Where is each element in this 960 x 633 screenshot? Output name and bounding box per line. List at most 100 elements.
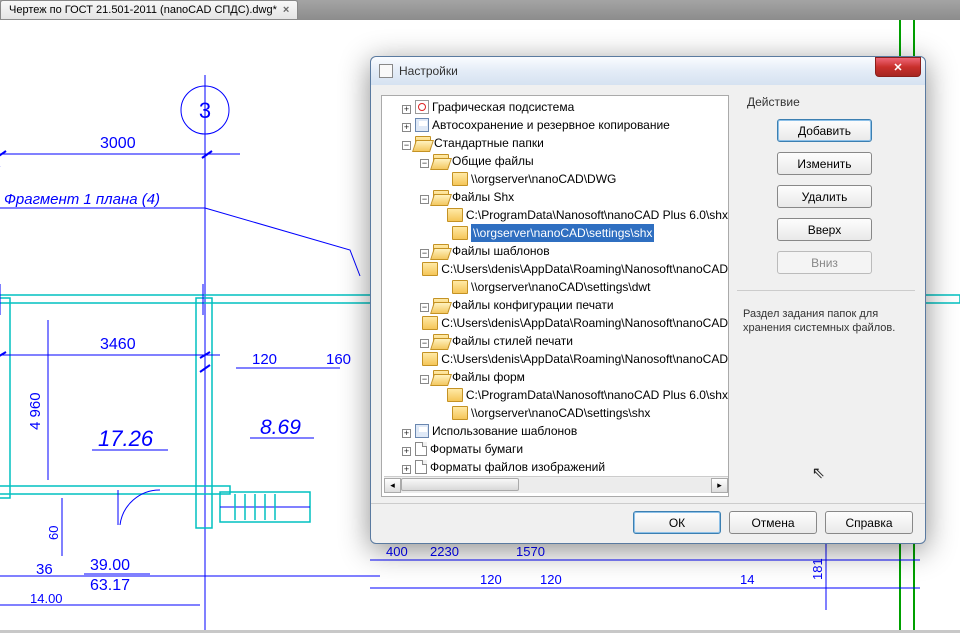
dim-14: 14: [740, 572, 754, 587]
tree-node-usetpl[interactable]: + Использование шаблонов: [384, 422, 728, 440]
axis-label-3: 3: [199, 98, 211, 123]
disk-icon: [415, 118, 429, 132]
dim-36: 36: [36, 561, 53, 578]
scrollbar-track[interactable]: [401, 478, 711, 493]
close-tab-icon[interactable]: ×: [283, 4, 289, 16]
dialog-body: + Графическая подсистема + Автосохранени…: [371, 85, 925, 503]
dialog-titlebar[interactable]: Настройки ✕: [371, 57, 925, 85]
page-icon: [415, 460, 427, 474]
scroll-right-icon[interactable]: ▸: [711, 478, 728, 493]
folder-open-icon: [433, 370, 449, 384]
folder-open-icon: [415, 136, 431, 150]
expand-icon[interactable]: +: [402, 123, 411, 132]
tree-path[interactable]: C:\ProgramData\Nanosoft\nanoCAD Plus 6.0…: [384, 386, 728, 404]
cancel-button[interactable]: Отмена: [729, 511, 817, 534]
tree-node-pcfg[interactable]: − Файлы конфигурации печати: [384, 296, 728, 314]
dim-14-00: 14.00: [30, 591, 63, 606]
folder-open-icon: [433, 334, 449, 348]
dialog-title: Настройки: [399, 64, 875, 78]
divider: [737, 290, 915, 291]
folder-open-icon: [433, 154, 449, 168]
tree-node-pstyle[interactable]: − Файлы стилей печати: [384, 332, 728, 350]
expand-icon[interactable]: +: [402, 447, 411, 456]
tree-path[interactable]: \\orgserver\nanoCAD\settings\shx: [384, 404, 728, 422]
disk-icon: [415, 424, 429, 438]
collapse-icon[interactable]: −: [420, 303, 429, 312]
folder-open-icon: [433, 298, 449, 312]
settings-tree[interactable]: + Графическая подсистема + Автосохранени…: [384, 98, 728, 476]
dim-181: 181: [810, 558, 825, 580]
settings-dialog: Настройки ✕ + Графическая подсистема + А…: [370, 56, 926, 544]
tree-node-imgfmt[interactable]: + Форматы файлов изображений: [384, 458, 728, 476]
dim-2230: 2230: [430, 544, 459, 559]
dim-1570: 1570: [516, 544, 545, 559]
collapse-icon[interactable]: −: [402, 141, 411, 150]
collapse-icon[interactable]: −: [420, 375, 429, 384]
settings-tree-panel[interactable]: + Графическая подсистема + Автосохранени…: [381, 95, 729, 497]
document-tab[interactable]: Чертеж по ГОСТ 21.501-2011 (nanoCAD СПДС…: [0, 0, 298, 19]
dim-160: 160: [326, 351, 351, 368]
dim-400: 400: [386, 544, 408, 559]
tree-node-forms[interactable]: − Файлы форм: [384, 368, 728, 386]
frac-bot: 63.17: [90, 577, 130, 594]
fragment-label: Фрагмент 1 плана (4): [4, 191, 160, 208]
scrollbar-thumb[interactable]: [401, 478, 519, 491]
folder-icon: [452, 406, 468, 420]
folder-icon: [452, 280, 468, 294]
document-tab-bar: Чертеж по ГОСТ 21.501-2011 (nanoCAD СПДС…: [0, 0, 960, 20]
delete-button[interactable]: Удалить: [777, 185, 872, 208]
tree-path[interactable]: C:\Users\denis\AppData\Roaming\Nanosoft\…: [384, 314, 728, 332]
tree-node-autosave[interactable]: + Автосохранение и резервное копирование: [384, 116, 728, 134]
add-button[interactable]: Добавить: [777, 119, 872, 142]
expand-icon[interactable]: +: [402, 465, 411, 474]
tabbar-background: [298, 0, 960, 20]
horizontal-scrollbar[interactable]: ◂ ▸: [384, 476, 728, 493]
dim-4960: 4 960: [27, 392, 44, 430]
dialog-close-button[interactable]: ✕: [875, 57, 921, 77]
txt-17-26: 17.26: [98, 426, 154, 451]
edit-button[interactable]: Изменить: [777, 152, 872, 175]
dim-120b: 120: [480, 572, 502, 587]
folder-icon: [422, 316, 438, 330]
down-button: Вниз: [777, 251, 872, 274]
dim-3460: 3460: [100, 336, 136, 353]
expand-icon[interactable]: +: [402, 105, 411, 114]
tree-node-common[interactable]: − Общие файлы: [384, 152, 728, 170]
folder-icon: [447, 388, 463, 402]
folder-icon: [447, 208, 463, 222]
tree-node-graphics[interactable]: + Графическая подсистема: [384, 98, 728, 116]
dialog-icon: [379, 64, 393, 78]
action-group-label: Действие: [737, 95, 915, 109]
help-button[interactable]: Справка: [825, 511, 913, 534]
collapse-icon[interactable]: −: [420, 249, 429, 258]
tree-path[interactable]: \\orgserver\nanoCAD\settings\dwt: [384, 278, 728, 296]
up-button[interactable]: Вверх: [777, 218, 872, 241]
tree-node-paper[interactable]: + Форматы бумаги: [384, 440, 728, 458]
tree-node-tpl[interactable]: − Файлы шаблонов: [384, 242, 728, 260]
tree-path[interactable]: C:\Users\denis\AppData\Roaming\Nanosoft\…: [384, 260, 728, 278]
collapse-icon[interactable]: −: [420, 339, 429, 348]
folder-icon: [452, 226, 468, 240]
expand-icon[interactable]: +: [402, 429, 411, 438]
txt-8-69: 8.69: [260, 416, 301, 439]
scroll-left-icon[interactable]: ◂: [384, 478, 401, 493]
frac-top: 39.00: [90, 557, 130, 574]
dim-3000: 3000: [100, 135, 136, 152]
collapse-icon[interactable]: −: [420, 159, 429, 168]
dim-60: 60: [46, 526, 61, 540]
tree-path[interactable]: \\orgserver\nanoCAD\DWG: [384, 170, 728, 188]
dim-120c: 120: [540, 572, 562, 587]
tree-node-shx[interactable]: − Файлы Shx: [384, 188, 728, 206]
tree-path-selected[interactable]: \\orgserver\nanoCAD\settings\shx: [384, 224, 728, 242]
folder-icon: [452, 172, 468, 186]
document-tab-label: Чертеж по ГОСТ 21.501-2011 (nanoCAD СПДС…: [9, 4, 277, 16]
folder-icon: [422, 352, 438, 366]
tree-path[interactable]: C:\Users\denis\AppData\Roaming\Nanosoft\…: [384, 350, 728, 368]
ok-button[interactable]: ОК: [633, 511, 721, 534]
folder-open-icon: [433, 244, 449, 258]
tree-node-stdfolders[interactable]: − Стандартные папки: [384, 134, 728, 152]
collapse-icon[interactable]: −: [420, 195, 429, 204]
folder-icon: [422, 262, 438, 276]
dialog-footer: ОК Отмена Справка: [371, 503, 925, 543]
tree-path[interactable]: C:\ProgramData\Nanosoft\nanoCAD Plus 6.0…: [384, 206, 728, 224]
